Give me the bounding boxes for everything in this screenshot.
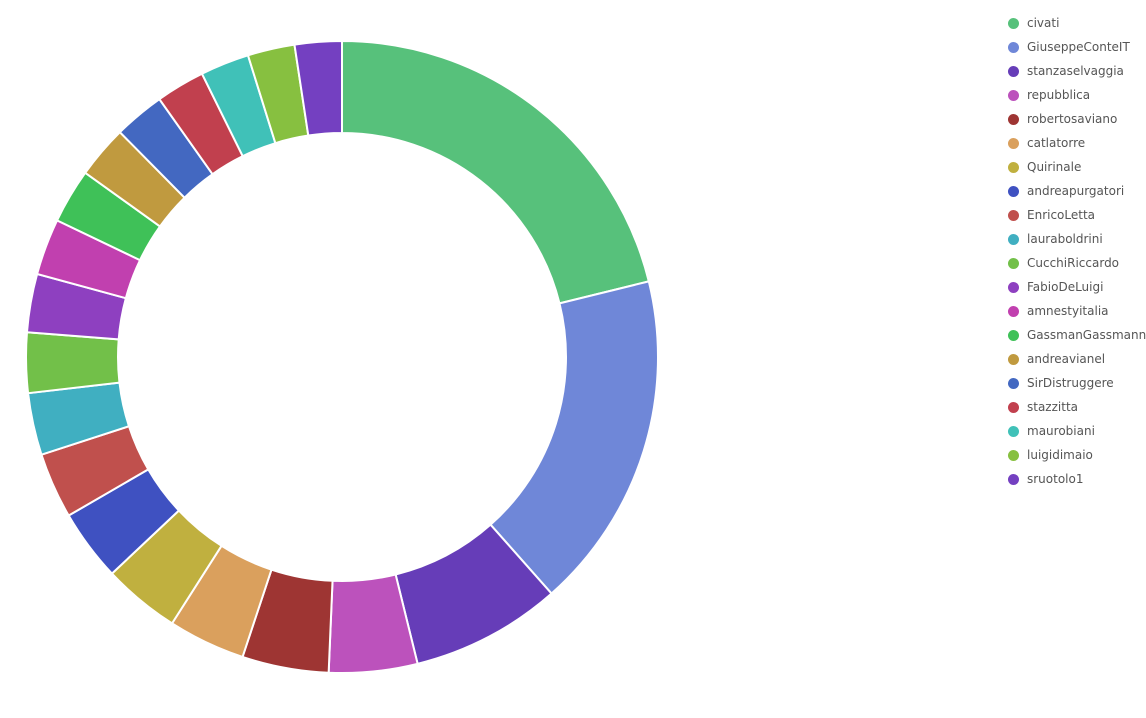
donut-chart-svg: [25, 39, 659, 674]
legend-swatch-icon: [1008, 185, 1019, 197]
legend-label: lauraboldrini: [1027, 232, 1103, 246]
legend-swatch-icon: [1008, 401, 1019, 413]
legend-label: maurobiani: [1027, 424, 1095, 438]
donut-slice-GiuseppeConteIT[interactable]: [489, 280, 659, 595]
legend-swatch-icon: [1008, 353, 1019, 365]
legend-swatch-icon: [1008, 329, 1019, 341]
legend-item-lauraboldrini[interactable]: lauraboldrini: [1008, 227, 1146, 251]
legend-label: repubblica: [1027, 88, 1091, 102]
legend-label: robertosaviano: [1027, 112, 1118, 126]
legend-swatch-icon: [1008, 137, 1019, 149]
legend-item-stazzitta[interactable]: stazzitta: [1008, 395, 1146, 419]
legend-item-catlatorre[interactable]: catlatorre: [1008, 131, 1146, 155]
legend-swatch-icon: [1008, 305, 1019, 317]
legend-swatch-icon: [1008, 17, 1019, 29]
legend-item-FabioDeLuigi[interactable]: FabioDeLuigi: [1008, 275, 1146, 299]
legend-item-andreapurgatori[interactable]: andreapurgatori: [1008, 179, 1146, 203]
legend-item-Quirinale[interactable]: Quirinale: [1008, 155, 1146, 179]
legend-swatch-icon: [1008, 473, 1019, 485]
legend-item-amnestyitalia[interactable]: amnestyitalia: [1008, 299, 1146, 323]
legend-label: civati: [1027, 16, 1060, 30]
legend-item-robertosaviano[interactable]: robertosaviano: [1008, 107, 1146, 131]
legend-swatch-icon: [1008, 89, 1019, 101]
legend-label: stanzaselvaggia: [1027, 64, 1124, 78]
legend-swatch-icon: [1008, 281, 1019, 293]
legend-label: GiuseppeConteIT: [1027, 40, 1130, 54]
legend-item-repubblica[interactable]: repubblica: [1008, 83, 1146, 107]
legend-swatch-icon: [1008, 425, 1019, 437]
legend-swatch-icon: [1008, 257, 1019, 269]
legend-item-CucchiRiccardo[interactable]: CucchiRiccardo: [1008, 251, 1146, 275]
legend-label: sruotolo1: [1027, 472, 1084, 486]
legend-swatch-icon: [1008, 377, 1019, 389]
legend-label: andreavianel: [1027, 352, 1106, 366]
chart-legend: civati GiuseppeConteIT stanzaselvaggia repu…: [1008, 11, 1146, 491]
legend-swatch-icon: [1008, 449, 1019, 461]
legend-item-civati[interactable]: civati: [1008, 11, 1146, 35]
legend-item-EnricoLetta[interactable]: EnricoLetta: [1008, 203, 1146, 227]
donut-slice-sruotolo1[interactable]: [293, 39, 343, 137]
legend-label: EnricoLetta: [1027, 208, 1096, 222]
donut-slice-CucchiRiccardo[interactable]: [25, 331, 121, 395]
legend-label: amnestyitalia: [1027, 304, 1109, 318]
legend-item-andreavianel[interactable]: andreavianel: [1008, 347, 1146, 371]
legend-label: catlatorre: [1027, 136, 1086, 150]
donut-slice-civati[interactable]: [341, 39, 651, 305]
legend-label: GassmanGassmann: [1027, 328, 1146, 342]
legend-label: luigidimaio: [1027, 448, 1093, 462]
legend-swatch-icon: [1008, 233, 1019, 245]
legend-label: andreapurgatori: [1027, 184, 1125, 198]
legend-label: FabioDeLuigi: [1027, 280, 1104, 294]
legend-swatch-icon: [1008, 65, 1019, 77]
legend-label: Quirinale: [1027, 160, 1082, 174]
legend-label: CucchiRiccardo: [1027, 256, 1120, 270]
legend-label: SirDistruggere: [1027, 376, 1114, 390]
legend-item-GiuseppeConteIT[interactable]: GiuseppeConteIT: [1008, 35, 1146, 59]
legend-item-maurobiani[interactable]: maurobiani: [1008, 419, 1146, 443]
legend-item-GassmanGassmann[interactable]: GassmanGassmann: [1008, 323, 1146, 347]
donut-chart: [25, 39, 659, 674]
legend-label: stazzitta: [1027, 400, 1079, 414]
legend-swatch-icon: [1008, 161, 1019, 173]
legend-item-stanzaselvaggia[interactable]: stanzaselvaggia: [1008, 59, 1146, 83]
legend-item-sruotolo1[interactable]: sruotolo1: [1008, 467, 1146, 491]
legend-swatch-icon: [1008, 113, 1019, 125]
legend-swatch-icon: [1008, 209, 1019, 221]
legend-item-SirDistruggere[interactable]: SirDistruggere: [1008, 371, 1146, 395]
legend-swatch-icon: [1008, 41, 1019, 53]
legend-item-luigidimaio[interactable]: luigidimaio: [1008, 443, 1146, 467]
